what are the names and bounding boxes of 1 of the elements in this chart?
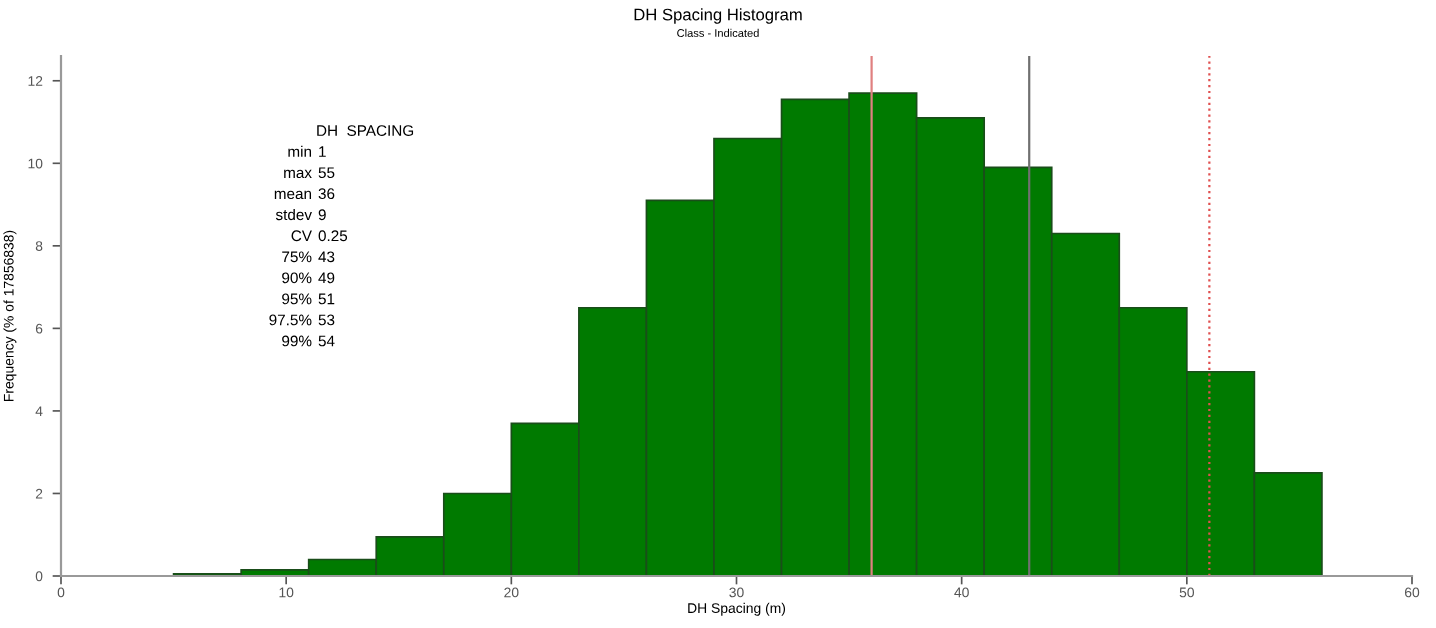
chart-title: DH Spacing Histogram	[634, 8, 802, 24]
